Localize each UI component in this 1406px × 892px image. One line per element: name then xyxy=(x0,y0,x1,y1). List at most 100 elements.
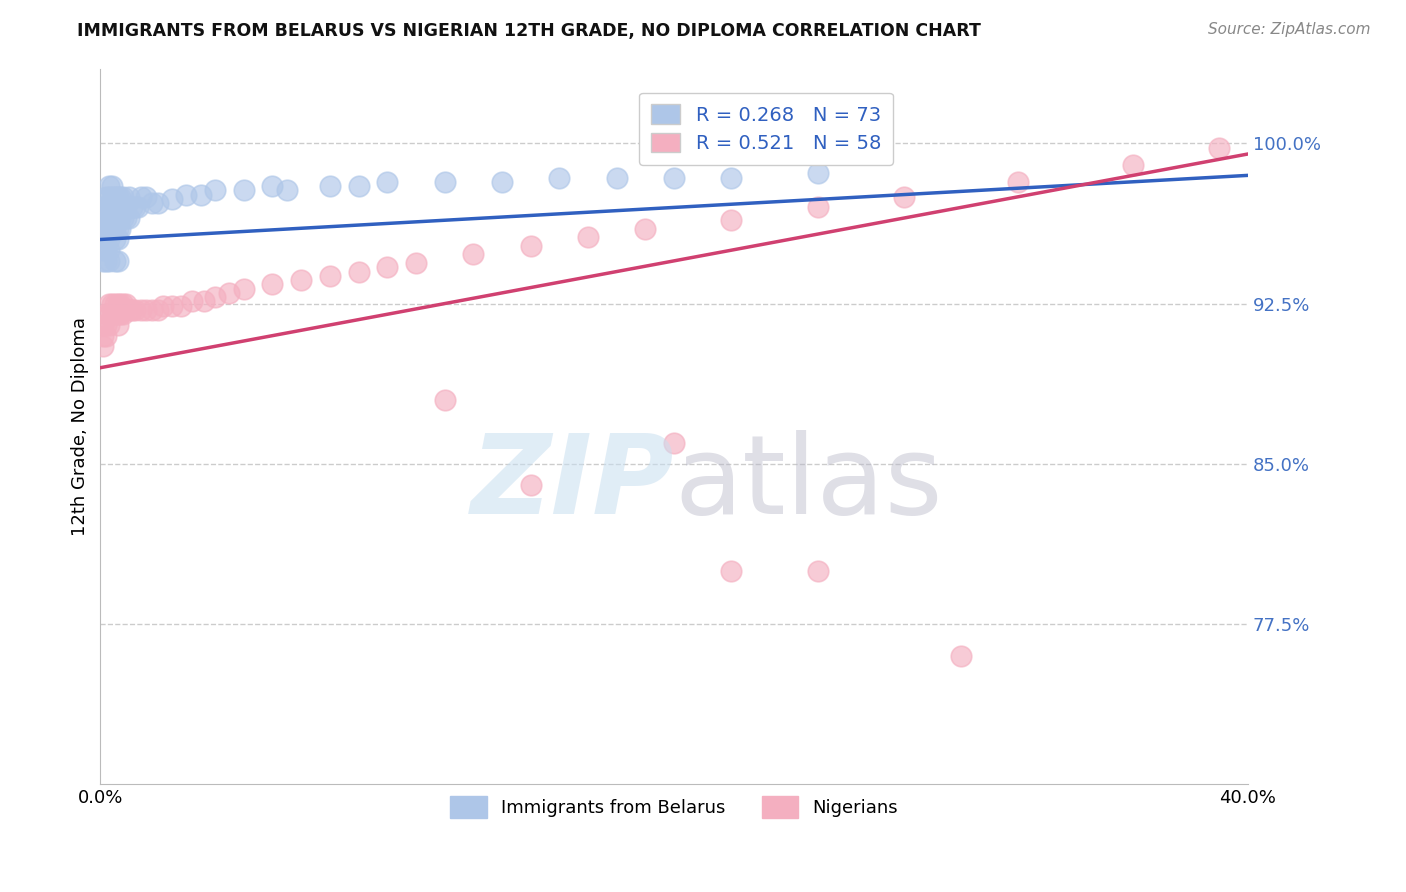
Point xyxy=(94,318,117,332)
Point xyxy=(135,190,157,204)
Point xyxy=(232,282,254,296)
Point xyxy=(129,303,152,318)
Point xyxy=(129,190,152,204)
Point xyxy=(91,201,114,215)
Point xyxy=(375,175,398,189)
Point xyxy=(893,190,915,204)
Point xyxy=(720,170,742,185)
Point xyxy=(97,179,120,194)
Point xyxy=(101,201,124,215)
Point xyxy=(94,253,117,268)
Point xyxy=(112,190,135,204)
Point xyxy=(91,211,114,226)
Point xyxy=(319,179,342,194)
Point xyxy=(121,201,143,215)
Point xyxy=(91,243,114,257)
Point xyxy=(319,268,342,283)
Point xyxy=(94,222,117,236)
Point xyxy=(101,296,124,310)
Point xyxy=(232,183,254,197)
Point xyxy=(94,190,117,204)
Point xyxy=(118,190,141,204)
Point xyxy=(104,307,127,321)
Point xyxy=(720,564,742,578)
Point xyxy=(806,201,828,215)
Point xyxy=(375,260,398,275)
Point xyxy=(141,196,163,211)
Point xyxy=(112,307,135,321)
Point xyxy=(181,294,204,309)
Point xyxy=(152,299,174,313)
Point xyxy=(91,328,114,343)
Point xyxy=(97,222,120,236)
Point xyxy=(141,303,163,318)
Point xyxy=(519,239,541,253)
Point xyxy=(160,299,183,313)
Point xyxy=(91,232,114,246)
Point xyxy=(634,222,657,236)
Point xyxy=(104,190,127,204)
Text: IMMIGRANTS FROM BELARUS VS NIGERIAN 12TH GRADE, NO DIPLOMA CORRELATION CHART: IMMIGRANTS FROM BELARUS VS NIGERIAN 12TH… xyxy=(77,22,981,40)
Point xyxy=(107,307,129,321)
Point xyxy=(170,299,193,313)
Point xyxy=(606,170,628,185)
Point xyxy=(115,201,138,215)
Point xyxy=(107,296,129,310)
Point xyxy=(115,296,138,310)
Point xyxy=(112,296,135,310)
Point xyxy=(107,190,129,204)
Point xyxy=(806,564,828,578)
Point xyxy=(135,303,157,318)
Point xyxy=(118,211,141,226)
Point xyxy=(262,179,284,194)
Point xyxy=(110,296,132,310)
Point xyxy=(107,211,129,226)
Point xyxy=(97,307,120,321)
Point xyxy=(1122,158,1144,172)
Point xyxy=(112,211,135,226)
Point xyxy=(662,435,685,450)
Point xyxy=(97,253,120,268)
Point xyxy=(548,170,571,185)
Point xyxy=(97,296,120,310)
Point xyxy=(104,222,127,236)
Point xyxy=(94,232,117,246)
Point xyxy=(276,183,298,197)
Point xyxy=(1007,175,1029,189)
Point xyxy=(347,264,370,278)
Point xyxy=(94,201,117,215)
Legend: Immigrants from Belarus, Nigerians: Immigrants from Belarus, Nigerians xyxy=(443,789,905,825)
Point xyxy=(290,273,312,287)
Point xyxy=(218,285,240,300)
Point xyxy=(127,201,149,215)
Point xyxy=(1208,140,1230,154)
Point xyxy=(347,179,370,194)
Point xyxy=(190,187,212,202)
Point xyxy=(491,175,513,189)
Point xyxy=(101,307,124,321)
Point xyxy=(104,296,127,310)
Point xyxy=(115,211,138,226)
Y-axis label: 12th Grade, No Diploma: 12th Grade, No Diploma xyxy=(72,317,89,536)
Text: Source: ZipAtlas.com: Source: ZipAtlas.com xyxy=(1208,22,1371,37)
Point xyxy=(101,179,124,194)
Point xyxy=(107,201,129,215)
Text: atlas: atlas xyxy=(673,430,942,537)
Point xyxy=(94,328,117,343)
Point xyxy=(110,211,132,226)
Point xyxy=(112,201,135,215)
Point xyxy=(806,166,828,180)
Point xyxy=(121,303,143,318)
Point xyxy=(118,303,141,318)
Point xyxy=(146,196,169,211)
Point xyxy=(104,253,127,268)
Point xyxy=(433,175,456,189)
Point xyxy=(104,201,127,215)
Point xyxy=(97,243,120,257)
Point xyxy=(107,222,129,236)
Point xyxy=(146,303,169,318)
Point xyxy=(91,222,114,236)
Point xyxy=(101,222,124,236)
Point xyxy=(519,478,541,492)
Point xyxy=(101,211,124,226)
